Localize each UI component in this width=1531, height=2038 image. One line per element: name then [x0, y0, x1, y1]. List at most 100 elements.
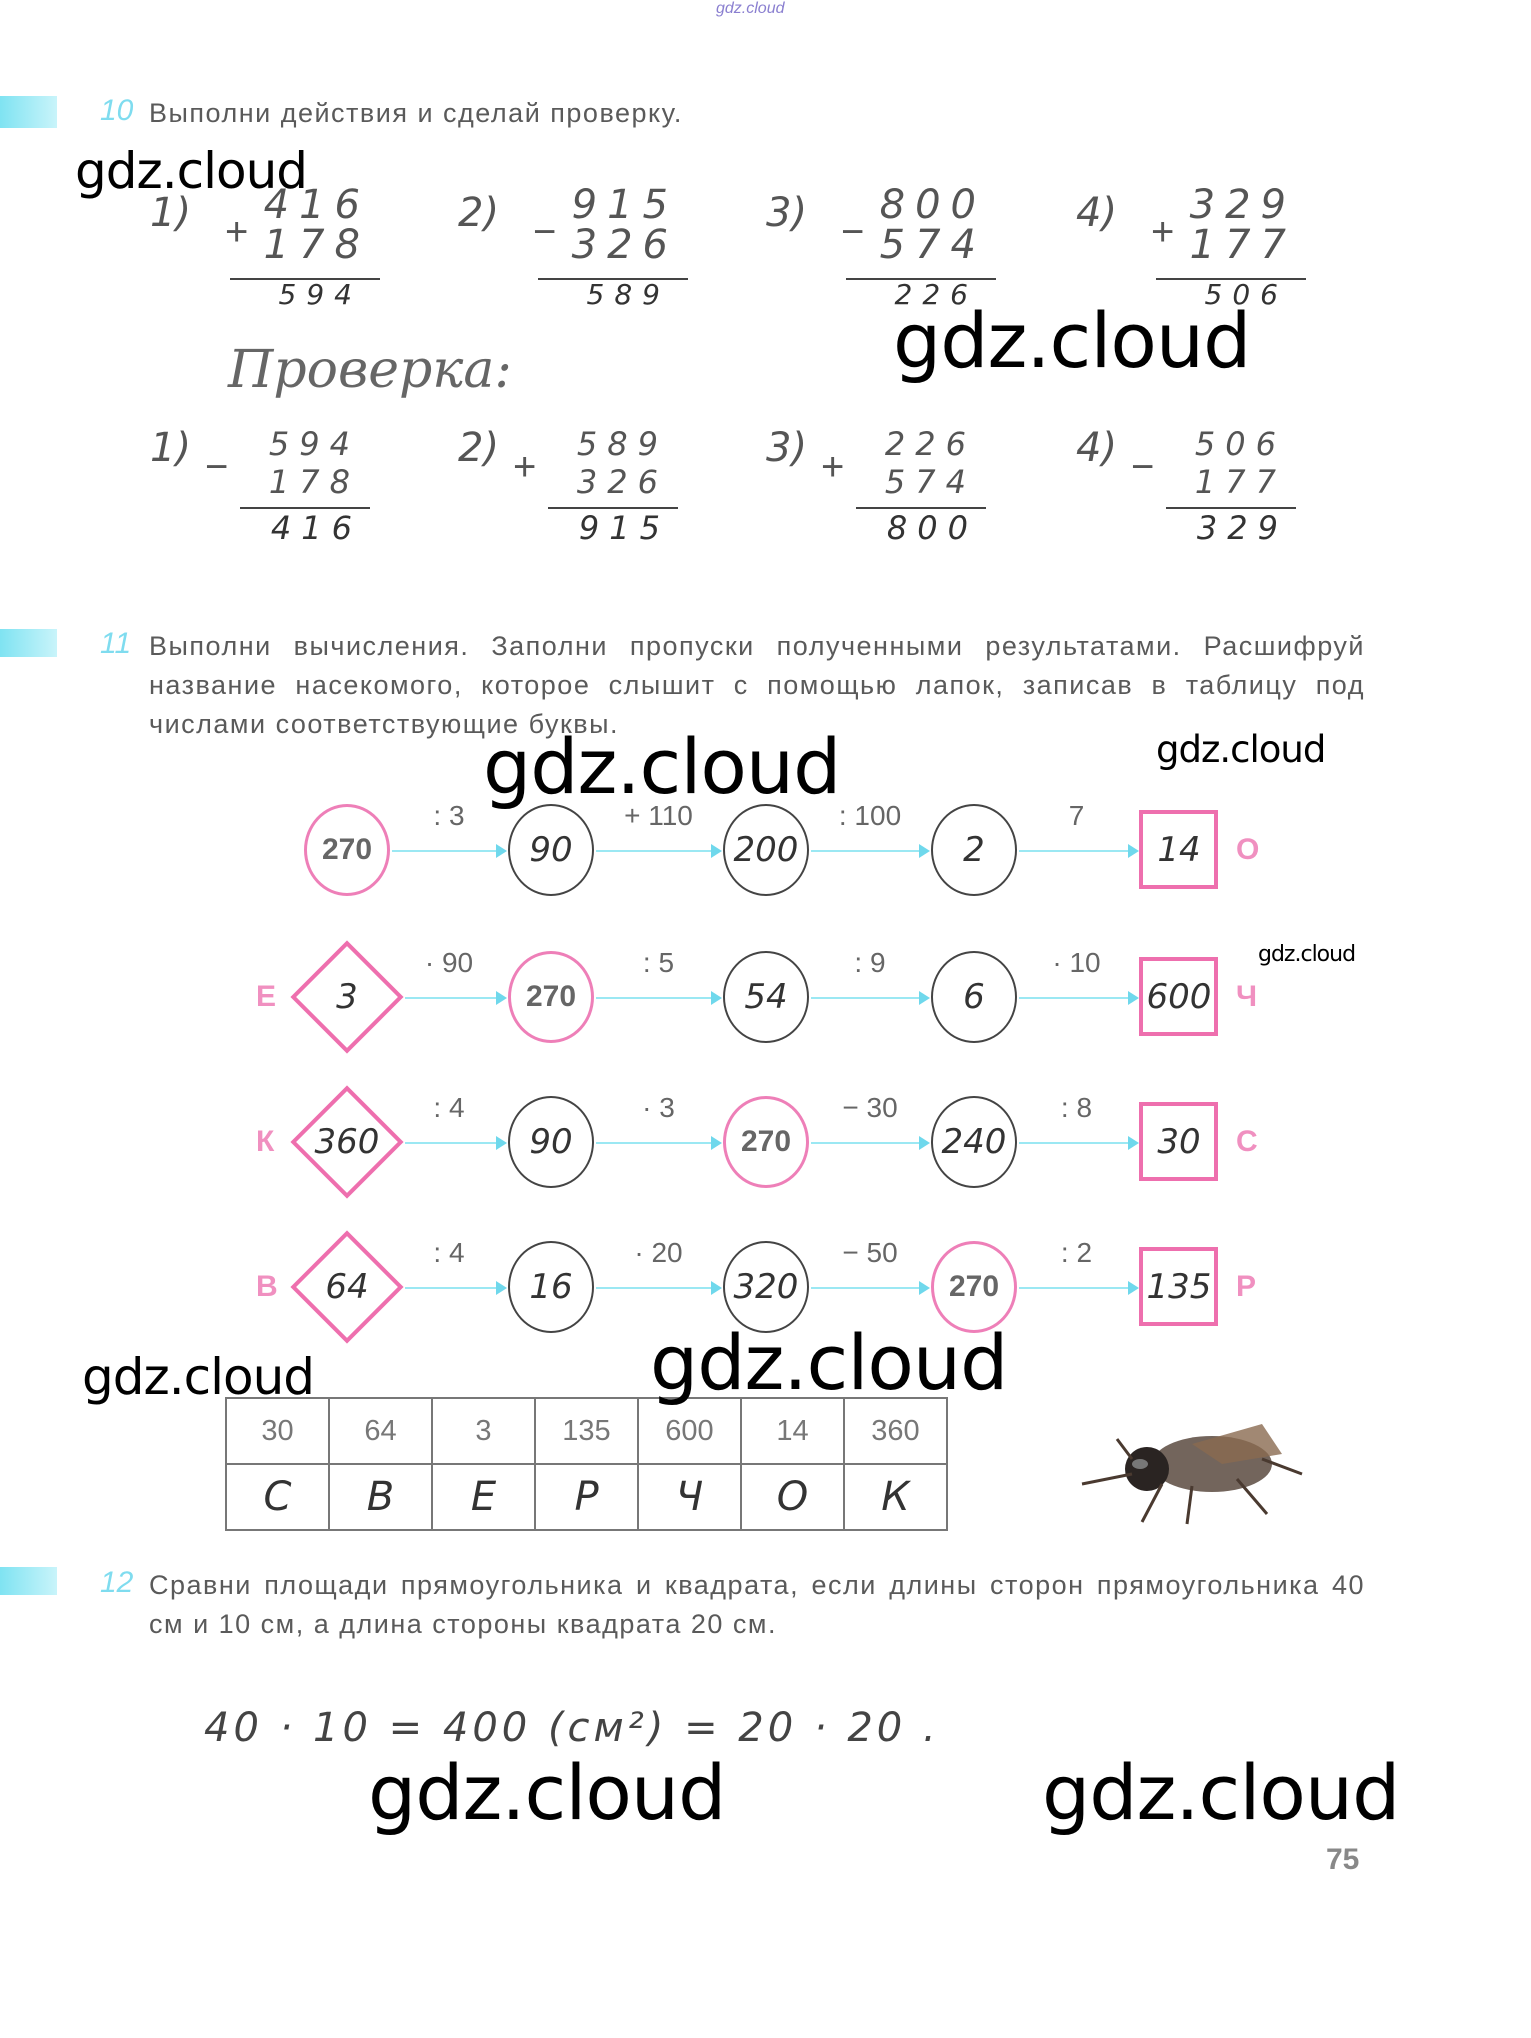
watermark: gdz.cloud [1042, 1748, 1400, 1837]
column-problem: 1) +416 178 594 [150, 182, 380, 320]
operation-label: : 2 [1060, 1237, 1093, 1268]
watermark: gdz.cloud [82, 1348, 315, 1406]
result-line [846, 278, 996, 280]
task12-text: Сравни площади прямоугольника и квадрата… [149, 1570, 1365, 1639]
problem-label: 1) [150, 425, 192, 471]
operation-label: − 30 [842, 1092, 898, 1123]
operator-sign: + [225, 210, 249, 254]
table-number-cell: 360 [843, 1397, 948, 1465]
result-line [240, 507, 370, 509]
task10-text: Выполни действия и сделай проверку. [149, 98, 683, 128]
node-value: 360 [314, 1122, 380, 1162]
chain-end-letter: Р [1236, 1270, 1257, 1303]
flow-arrow [811, 1136, 930, 1150]
operand-a: 226 [884, 425, 976, 463]
value-circle [304, 804, 390, 896]
value-circle [931, 951, 1017, 1043]
problem-label: 2) [458, 425, 500, 471]
result: 226 [894, 278, 978, 311]
node-value: 2 [963, 830, 985, 870]
result: 915 [578, 509, 670, 547]
flow-arrow [811, 991, 930, 1005]
operation-label: : 5 [642, 947, 675, 978]
result: 800 [886, 509, 978, 547]
table-number-cell: 600 [637, 1397, 742, 1465]
node-value: 270 [321, 833, 373, 866]
chain-start-letter: В [256, 1270, 278, 1303]
table-number-cell: 30 [225, 1397, 330, 1465]
node-value: 16 [529, 1267, 573, 1307]
node-value: 30 [1157, 1122, 1201, 1162]
cricket-image [1072, 1404, 1317, 1529]
watermark: gdz.cloud [650, 1318, 1008, 1407]
task10-number: 10 [100, 94, 134, 127]
task11-marker [0, 629, 57, 657]
chain-start-letter: К [256, 1125, 275, 1158]
operand-b: 177 [1194, 463, 1286, 501]
table-letter-cell: Р [534, 1463, 639, 1531]
task12-marker [0, 1567, 57, 1595]
value-circle [508, 1096, 594, 1188]
operator-sign: − [841, 210, 865, 254]
table-letter-cell: О [740, 1463, 845, 1531]
result-line [1156, 278, 1306, 280]
problem-label: 3) [766, 190, 808, 236]
column-check: 2) +589 326 915 [458, 425, 688, 555]
operator-sign: − [1131, 445, 1155, 489]
result-square [1139, 957, 1218, 1036]
value-circle [723, 1241, 809, 1333]
flow-arrow [1019, 1281, 1139, 1295]
result-square [1139, 1247, 1218, 1326]
value-circle [931, 1096, 1017, 1188]
top-watermark: gdz.cloud [716, 0, 785, 17]
chain-start-letter: Е [256, 980, 277, 1013]
watermark: gdz.cloud [893, 296, 1251, 385]
flow-arrow [811, 844, 930, 858]
node-value: 3 [336, 977, 358, 1017]
column-check: 1) − 594 178 416 [150, 425, 380, 555]
result: 506 [1204, 278, 1288, 311]
problem-label: 1) [150, 190, 192, 236]
node-value: 270 [948, 1270, 1000, 1303]
table-number-cell: 64 [328, 1397, 433, 1465]
value-circle [931, 1241, 1017, 1333]
operation-label: : 3 [433, 800, 465, 831]
table-letter-cell: Ч [637, 1463, 742, 1531]
problem-label: 2) [458, 190, 500, 236]
watermark: gdz.cloud [483, 722, 841, 811]
operation-label: : 100 [838, 800, 902, 831]
operand-b: 178 [263, 222, 370, 268]
value-circle [723, 804, 809, 896]
watermark: gdz.cloud [1156, 728, 1326, 771]
result-line [548, 507, 678, 509]
value-circle [723, 1096, 809, 1188]
node-value: 14 [1157, 830, 1201, 870]
node-value: 90 [529, 830, 573, 870]
watermark: gdz.cloud [75, 142, 308, 200]
node-value: 64 [325, 1267, 369, 1307]
problem-label: 4) [1076, 190, 1118, 236]
operation-label: · 10 [1052, 947, 1101, 978]
operand-b: 574 [884, 463, 976, 501]
value-circle [508, 1241, 594, 1333]
node-value: 54 [744, 977, 788, 1017]
flow-arrow [1019, 844, 1139, 858]
table-letter-cell: К [843, 1463, 948, 1531]
result-line [230, 278, 380, 280]
node-value: 240 [941, 1122, 1007, 1162]
operation-label: : 9 [854, 947, 886, 978]
flow-arrow [392, 844, 507, 858]
result-square [1139, 1102, 1218, 1181]
chain-end-letter: Ч [1236, 980, 1258, 1013]
operand-b: 178 [268, 463, 360, 501]
watermark: gdz.cloud [368, 1748, 726, 1837]
flow-arrow [405, 1281, 507, 1295]
flow-arrow [596, 991, 722, 1005]
chain-end-letter: О [1236, 833, 1260, 866]
column-problem: 2) −915 326 589 [458, 182, 688, 320]
operand-a: 800 [879, 182, 986, 228]
flow-arrow [596, 1281, 722, 1295]
node-value: 600 [1146, 977, 1212, 1017]
flow-arrow [1019, 991, 1139, 1005]
